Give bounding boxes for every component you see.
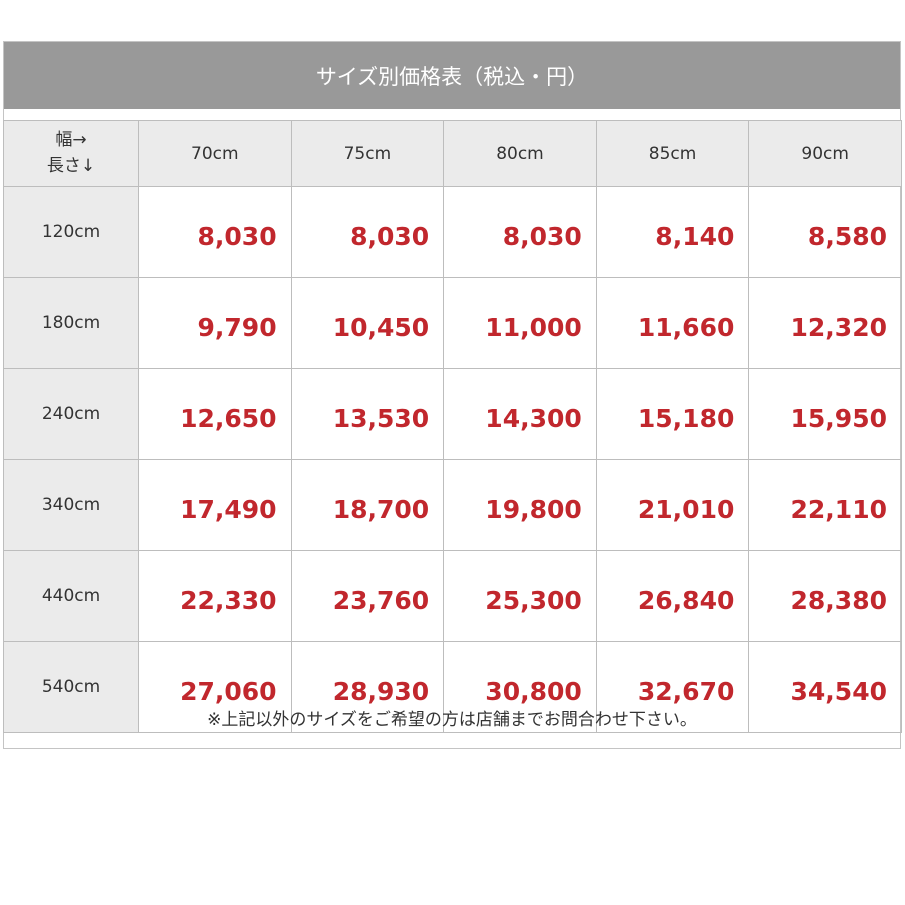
length-axis-label: 長さ↓ — [46, 155, 96, 176]
price-table-panel: サイズ別価格表（税込・円） 幅→ 長さ↓ 70cm 75cm 80cm 85cm 90c… — [3, 41, 902, 749]
price-cell: 8,030 — [443, 186, 597, 278]
price-cell: 9,790 — [138, 277, 292, 369]
table-row: 120cm 8,030 8,030 8,030 8,140 8,580 — [3, 186, 902, 278]
price-cell: 15,950 — [748, 368, 902, 460]
price-cell: 8,030 — [290, 186, 445, 278]
price-cell: 22,110 — [748, 459, 902, 551]
price-cell: 28,380 — [748, 550, 902, 642]
price-cell: 21,010 — [595, 459, 750, 551]
price-cell: 30,800 — [443, 641, 597, 733]
column-header: 85cm — [595, 120, 750, 187]
price-cell: 8,140 — [595, 186, 750, 278]
row-header: 120cm — [3, 186, 139, 278]
table-row: 340cm 17,490 18,700 19,800 21,010 22,110 — [3, 459, 902, 551]
price-cell: 25,300 — [443, 550, 597, 642]
price-cell: 8,580 — [748, 186, 902, 278]
row-header: 440cm — [3, 550, 139, 642]
price-cell: 19,800 — [443, 459, 597, 551]
table-title: サイズ別価格表（税込・円） — [4, 42, 900, 109]
column-header: 70cm — [138, 120, 292, 187]
price-cell: 11,660 — [595, 277, 750, 369]
price-cell: 11,000 — [443, 277, 597, 369]
price-cell: 10,450 — [290, 277, 445, 369]
price-cell: 18,700 — [290, 459, 445, 551]
table-row: 540cm 27,060 28,930 30,800 32,670 34,540 — [3, 641, 902, 733]
row-header: 340cm — [3, 459, 139, 551]
price-cell: 13,530 — [290, 368, 445, 460]
row-header: 240cm — [3, 368, 139, 460]
price-cell: 22,330 — [138, 550, 292, 642]
width-axis-label: 幅→ — [55, 130, 87, 150]
price-cell: 17,490 — [138, 459, 292, 551]
price-cell: 12,650 — [138, 368, 292, 460]
price-cell: 32,670 — [595, 641, 750, 733]
column-header: 75cm — [290, 120, 445, 187]
row-header: 540cm — [3, 641, 139, 733]
price-cell: 23,760 — [290, 550, 445, 642]
row-header: 180cm — [3, 277, 139, 369]
column-header: 80cm — [443, 120, 597, 187]
price-cell: 26,840 — [595, 550, 750, 642]
table-row: 240cm 12,650 13,530 14,300 15,180 15,950 — [3, 368, 902, 460]
price-cell: 27,060 — [138, 641, 292, 733]
footer-note: ※上記以外のサイズをご希望の方は店舗までお問合わせ下さい。 — [207, 709, 697, 730]
price-cell: 15,180 — [595, 368, 750, 460]
column-header: 90cm — [748, 120, 902, 187]
price-cell: 8,030 — [138, 186, 292, 278]
table-row: 180cm 9,790 10,450 11,000 11,660 12,320 — [3, 277, 902, 369]
table-row: 440cm 22,330 23,760 25,300 26,840 28,380 — [3, 550, 902, 642]
price-table: 幅→ 長さ↓ 70cm 75cm 80cm 85cm 90cm 120cm 8,030 8,… — [3, 120, 902, 733]
price-cell: 12,320 — [748, 277, 902, 369]
price-cell: 28,930 — [290, 641, 445, 733]
header-row: 幅→ 長さ↓ 70cm 75cm 80cm 85cm 90cm — [3, 120, 902, 187]
price-cell: 14,300 — [443, 368, 597, 460]
price-cell: 34,540 — [748, 641, 902, 733]
corner-cell: 幅→ 長さ↓ — [3, 120, 139, 187]
